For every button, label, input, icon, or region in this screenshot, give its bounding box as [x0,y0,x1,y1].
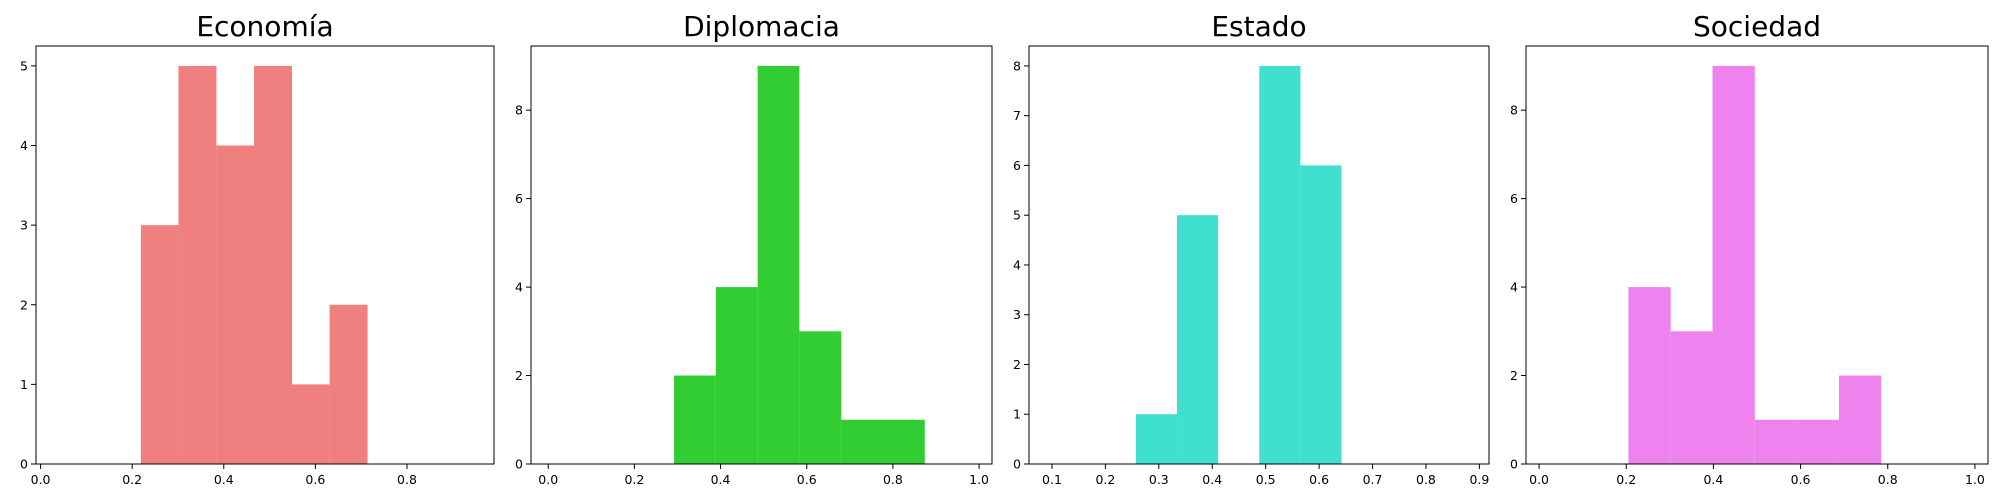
histogram-bar [216,145,255,464]
histogram-bar [178,65,217,465]
chart-panel-2: Diplomacia 0.0 0.2 0.4 0.6 0.8 1.0 0 2 4 6 8 [515,10,993,487]
x-tick-label: 1.0 [969,472,989,487]
y-tick-label: 8 [1510,103,1518,118]
y-tick-label: 1 [20,377,28,392]
x-tick-label: 0.8 [883,472,903,487]
x-tick-label: 0.6 [305,472,325,487]
x-tick-label: 0.2 [624,472,644,487]
y-tick-label: 2 [1013,357,1021,372]
x-tick-label: 0.4 [1202,472,1222,487]
y-tick-label: 8 [515,103,523,118]
x-tick-label: 0.8 [1416,472,1436,487]
y-tick-label: 0 [20,457,28,472]
y-tick-label: 6 [1510,191,1518,206]
y-tick-label: 1 [1013,407,1021,422]
x-tick-label: 0.4 [214,472,234,487]
histogram-bar [292,384,330,464]
y-tick-label: 5 [20,58,28,73]
y-tick-label: 0 [515,457,523,472]
chart-panel-3: Estado 0.1 0.2 0.3 0.4 0.5 0.6 0.7 0.8 0.9 0 1 2 3 4 5 6… [1013,10,1490,487]
histogram-bar [329,304,368,464]
histogram-bar [1176,215,1219,464]
histogram-bar [1670,331,1713,464]
y-tick-label: 4 [20,138,28,153]
x-tick-label: 0.8 [1878,472,1898,487]
plot-frame [1525,45,1989,465]
chart-panel-4: Sociedad 0.0 0.2 0.4 0.6 0.8 1.0 0 2 4 6 8 [1510,10,1989,487]
y-tick-label: 7 [1013,108,1021,123]
x-tick-label: 0.4 [711,472,731,487]
x-tick-label: 0.8 [397,472,417,487]
x-tick-label: 0.2 [122,472,142,487]
chart-title: Diplomacia [683,10,840,43]
histogram-bar [1259,65,1301,465]
x-tick-label: 0.7 [1363,472,1383,487]
y-tick-label: 2 [20,297,28,312]
y-tick-label: 4 [1510,280,1518,295]
x-tick-label: 0.2 [1616,472,1636,487]
x-tick-label: 0.9 [1469,472,1489,487]
plot-frame [530,45,993,465]
y-tick-label: 0 [1013,457,1021,472]
x-tick-label: 0.2 [1095,472,1115,487]
histogram-bar [1628,287,1671,464]
x-tick-label: 0.3 [1149,472,1169,487]
histogram-bar [1300,165,1342,464]
histogram-bar [1838,375,1882,464]
chart-title: Sociedad [1693,10,1821,43]
histogram-bar [841,419,883,464]
histogram-bar [799,331,842,464]
y-tick-label: 4 [515,280,523,295]
histogram-bar [757,65,800,465]
histogram-bar [715,287,758,464]
histogram-bar [1135,414,1177,464]
y-tick-label: 3 [1013,307,1021,322]
y-tick-label: 2 [1510,368,1518,383]
y-tick-label: 0 [1510,457,1518,472]
x-tick-label: 0.6 [797,472,817,487]
histogram-bar [674,375,716,464]
x-tick-label: 0.4 [1703,472,1723,487]
histogram-bar [140,225,179,464]
x-tick-label: 0.5 [1256,472,1276,487]
histogram-bar [1712,65,1755,465]
y-tick-label: 6 [1013,158,1021,173]
y-tick-label: 6 [515,191,523,206]
histogram-bar [1797,419,1839,464]
x-tick-label: 0.6 [1309,472,1329,487]
y-tick-label: 3 [20,218,28,233]
chart-panel-1: Economía 0.0 0.2 0.4 0.6 0.8 0 1 2 3 4 5 [20,10,495,487]
y-tick-label: 5 [1013,208,1021,223]
x-tick-label: 0.0 [31,472,51,487]
x-tick-label: 0.0 [1529,472,1549,487]
chart-title: Estado [1211,10,1306,43]
x-tick-label: 1.0 [1965,472,1985,487]
histogram-bar [882,419,925,464]
chart-title: Economía [196,10,333,43]
x-tick-label: 0.0 [538,472,558,487]
y-tick-label: 4 [1013,257,1021,272]
plot-frame [1028,45,1490,465]
x-tick-label: 0.1 [1042,472,1062,487]
plot-frame [35,45,495,465]
histogram-bar [1754,419,1798,464]
y-tick-label: 8 [1013,58,1021,73]
x-tick-label: 0.6 [1791,472,1811,487]
y-tick-label: 2 [515,368,523,383]
histogram-bar [254,65,293,465]
